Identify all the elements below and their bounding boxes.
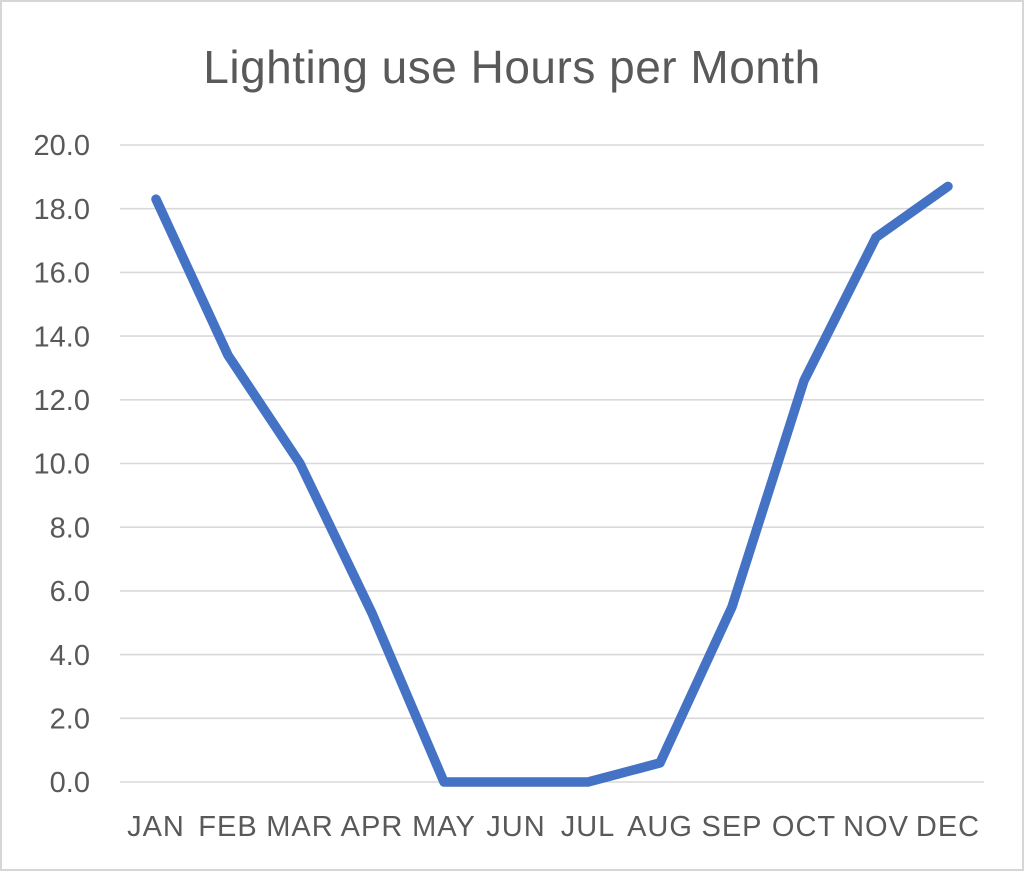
x-axis-tick-label: SEP	[701, 811, 762, 843]
x-axis-tick-label: APR	[341, 811, 404, 843]
y-axis-tick-label: 12.0	[34, 385, 90, 417]
y-axis-tick-label: 0.0	[50, 767, 90, 799]
y-axis-tick-label: 4.0	[50, 640, 90, 672]
y-axis-tick-label: 16.0	[34, 258, 90, 290]
y-axis-tick-label: 10.0	[34, 449, 90, 481]
y-axis-tick-label: 2.0	[50, 703, 90, 735]
y-axis-tick-label: 6.0	[50, 576, 90, 608]
x-axis-tick-label: MAY	[412, 811, 476, 843]
y-axis-tick-label: 8.0	[50, 512, 90, 544]
chart-title: Lighting use Hours per Month	[203, 41, 821, 93]
x-axis-tick-label: DEC	[916, 811, 980, 843]
y-axis-tick-label: 14.0	[34, 321, 90, 353]
x-axis-tick-label: JUN	[486, 811, 545, 843]
x-axis-tick-label: MAR	[266, 811, 333, 843]
x-axis-tick-label: AUG	[627, 811, 693, 843]
y-axis-tick-label: 20.0	[34, 130, 90, 162]
x-axis-tick-label: OCT	[772, 811, 836, 843]
data-series-line	[151, 181, 953, 787]
x-axis-tick-label: NOV	[843, 811, 909, 843]
x-axis-tick-label: FEB	[198, 811, 257, 843]
y-axis-tick-label: 18.0	[34, 194, 90, 226]
x-axis-tick-label: JUL	[561, 811, 616, 843]
x-axis-tick-label: JAN	[127, 811, 185, 843]
